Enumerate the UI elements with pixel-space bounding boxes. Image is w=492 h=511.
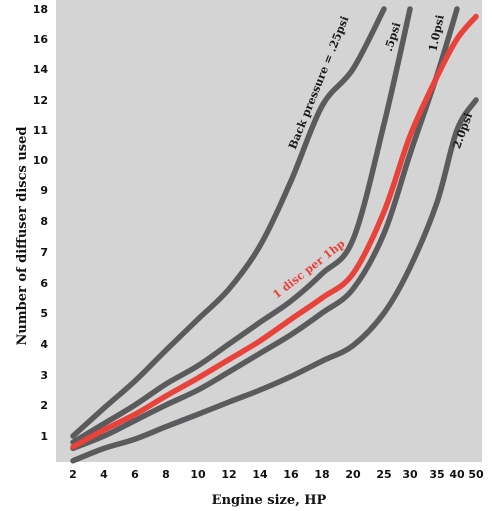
x-tick-label: 14 [252, 468, 268, 481]
series-line-1 [70, 6, 413, 445]
series-line-0 [70, 6, 387, 439]
series-line-4 [70, 97, 479, 464]
x-tick-labels: 2 4 6 8 10 12 14 16 18 20 25 30 35 40 50 [69, 468, 484, 481]
x-tick-label: 2 [69, 468, 77, 481]
series-lines [70, 6, 479, 464]
y-tick-label: 16 [33, 33, 49, 46]
x-tick-label: 25 [376, 468, 391, 481]
y-tick-label: 9 [40, 184, 48, 197]
x-tick-label: 20 [345, 468, 361, 481]
y-tick-label: 2 [40, 399, 48, 412]
x-tick-label: 12 [221, 468, 236, 481]
x-tick-label: 16 [283, 468, 299, 481]
series-line-2 [70, 13, 479, 450]
x-tick-label: 4 [100, 468, 108, 481]
y-tick-label: 12 [33, 94, 48, 107]
x-tick-label: 10 [190, 468, 206, 481]
y-tick-label: 7 [40, 246, 48, 259]
x-tick-label: 50 [468, 468, 484, 481]
series-line-3 [70, 6, 460, 452]
y-axis-title: Number of diffuser discs used [15, 127, 30, 346]
x-tick-label: 30 [402, 468, 418, 481]
y-tick-label: 4 [40, 338, 48, 351]
x-tick-label: 18 [314, 468, 329, 481]
y-tick-label: 10 [33, 154, 49, 167]
y-tick-label: 6 [40, 277, 48, 290]
x-axis-title: Engine size, HP [212, 493, 327, 508]
y-tick-label: 3 [40, 369, 48, 382]
x-tick-label: 35 [429, 468, 444, 481]
x-tick-label: 40 [449, 468, 465, 481]
y-tick-label: 1 [40, 430, 48, 443]
y-tick-label: 8 [40, 215, 48, 228]
y-tick-label: 14 [33, 63, 49, 76]
y-tick-label: 11 [33, 124, 48, 137]
x-tick-label: 6 [131, 468, 139, 481]
x-tick-label: 8 [162, 468, 170, 481]
y-tick-label: 18 [33, 3, 48, 16]
y-tick-label: 5 [40, 307, 48, 320]
